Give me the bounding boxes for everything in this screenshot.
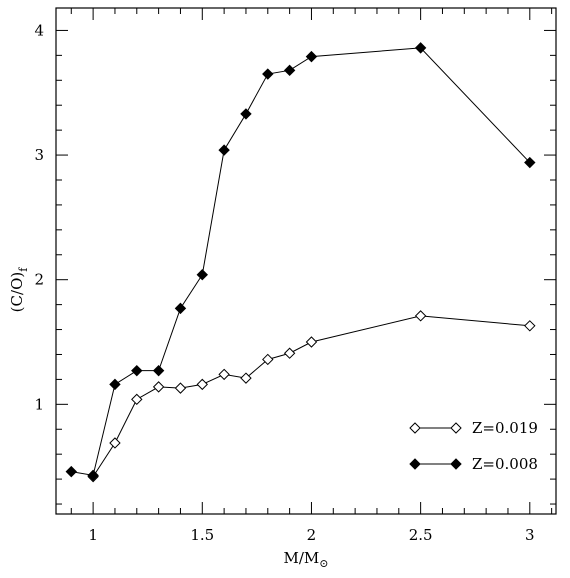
data-point-filled-diamond — [524, 156, 536, 169]
y-tick-label: 4 — [34, 21, 44, 39]
legend-marker-open-diamond — [409, 422, 421, 434]
y-axis-label: (C/O)f — [8, 267, 30, 313]
data-point-filled-diamond — [196, 269, 208, 281]
series-layer — [65, 42, 536, 483]
legend-label-z008: Z=0.008 — [472, 455, 538, 473]
data-point-open-diamond — [262, 353, 274, 366]
data-point-filled-diamond — [240, 108, 252, 120]
data-point-filled-diamond — [414, 42, 427, 54]
series-line — [71, 47, 531, 476]
x-axis-label: M/M⊙ — [284, 549, 329, 570]
data-point-filled-diamond — [305, 50, 318, 63]
data-point-open-diamond — [152, 381, 165, 393]
x-axis-label-symbol: ⊙ — [319, 557, 328, 570]
x-tick-label: 1 — [88, 526, 98, 544]
legend-marker-filled-diamond — [409, 458, 421, 470]
data-point-filled-diamond — [262, 68, 274, 80]
data-point-open-diamond — [131, 393, 143, 406]
data-point-filled-diamond — [109, 378, 121, 391]
y-tick-label: 1 — [34, 395, 44, 413]
x-tick-label: 3 — [525, 526, 535, 544]
data-point-open-diamond — [305, 336, 318, 348]
data-point-filled-diamond — [87, 469, 99, 482]
data-point-open-diamond — [283, 347, 296, 359]
x-axis-label-main: M/M — [284, 549, 320, 567]
legend-entry-z019: Z=0.019 — [409, 419, 538, 437]
y-axis-label-subscript: f — [17, 267, 30, 272]
y-tick-label: 3 — [34, 146, 44, 164]
data-point-open-diamond — [109, 437, 121, 449]
x-tick-label: 1.5 — [190, 526, 214, 544]
plot-frame — [55, 7, 557, 515]
legend-label-z019: Z=0.019 — [472, 419, 538, 437]
legend-marker-filled-diamond — [450, 458, 462, 470]
y-tick-label: 2 — [34, 271, 44, 289]
legend-marker-open-diamond — [450, 422, 462, 434]
data-point-filled-diamond — [283, 64, 296, 77]
data-point-filled-diamond — [218, 144, 230, 156]
data-point-filled-diamond — [174, 302, 187, 315]
data-point-open-diamond — [414, 310, 427, 322]
axis-ticks — [56, 8, 556, 514]
data-point-open-diamond — [240, 372, 252, 384]
x-tick-label: 2 — [307, 526, 317, 544]
data-point-filled-diamond — [65, 465, 77, 478]
x-tick-label: 2.5 — [409, 526, 433, 544]
data-point-filled-diamond — [152, 364, 165, 377]
series-z008 — [65, 42, 536, 482]
data-point-filled-diamond — [131, 364, 143, 377]
legend-entry-z008: Z=0.008 — [409, 455, 538, 473]
data-point-open-diamond — [174, 382, 187, 394]
series-z019 — [87, 310, 536, 483]
data-point-open-diamond — [218, 368, 230, 381]
legend: Z=0.019 Z=0.008 — [409, 419, 538, 473]
y-axis-label-main: (C/O) — [8, 272, 26, 313]
data-point-open-diamond — [196, 378, 208, 391]
tick-labels: 1 1.5 2 2.5 3 1 2 3 4 — [34, 21, 534, 544]
data-point-open-diamond — [524, 320, 536, 332]
